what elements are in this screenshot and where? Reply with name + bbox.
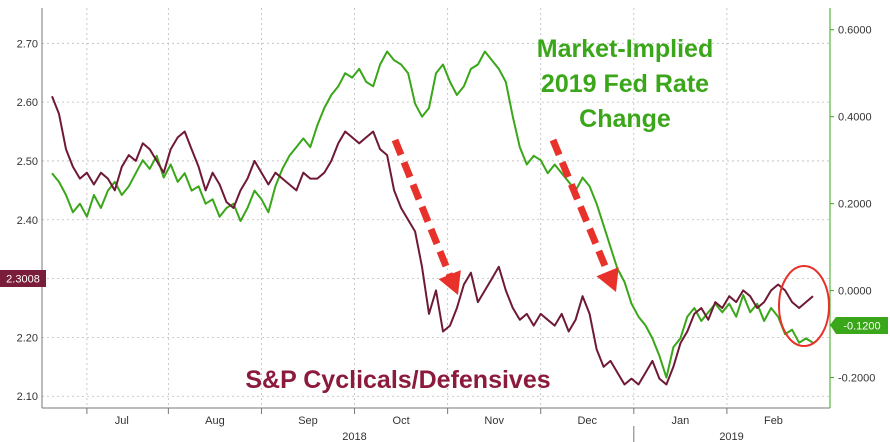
x-axis-tick-label: Feb bbox=[764, 415, 783, 427]
year-label-2018: 2018 bbox=[342, 431, 366, 442]
right-axis-tick-label: -0.2000 bbox=[838, 373, 875, 385]
right-value-text: -0.1200 bbox=[843, 321, 880, 333]
left-axis-tick-label: 2.60 bbox=[17, 97, 38, 109]
trend-arrow-oct-shaft bbox=[391, 138, 456, 283]
x-axis-tick-label: Sep bbox=[298, 415, 318, 427]
highlight-circle bbox=[778, 265, 830, 347]
cyclicals-series-line bbox=[51, 95, 814, 386]
left-axis-tick-label: 2.70 bbox=[17, 38, 38, 50]
green-label-line-1: Market-Implied bbox=[537, 35, 713, 63]
fed-rate-series-line bbox=[51, 50, 814, 379]
series-lines bbox=[51, 50, 814, 386]
trend-arrows bbox=[391, 138, 619, 295]
trend-arrow-oct-head bbox=[438, 270, 461, 295]
right-axis-tick-label: 0.2000 bbox=[838, 199, 872, 211]
green-label-line-2: 2019 Fed Rate bbox=[541, 70, 709, 98]
left-value-text: 2.3008 bbox=[6, 274, 40, 286]
right-axis-tick-label: 0.0000 bbox=[838, 286, 872, 298]
axes: 2.702.602.502.402.302.202.100.60000.4000… bbox=[17, 8, 875, 442]
x-axis-tick-label: Jul bbox=[115, 415, 129, 427]
green-label-line-3: Change bbox=[579, 105, 671, 133]
right-axis-tick-label: 0.6000 bbox=[838, 25, 872, 37]
left-axis-tick-label: 2.20 bbox=[17, 332, 38, 344]
left-axis-tick-label: 2.50 bbox=[17, 156, 38, 168]
x-axis-tick-label: Jan bbox=[671, 415, 689, 427]
x-axis-tick-label: Dec bbox=[577, 415, 597, 427]
trend-arrow-dec-shaft bbox=[549, 138, 614, 280]
x-axis-tick-label: Nov bbox=[484, 415, 504, 427]
left-axis-tick-label: 2.10 bbox=[17, 391, 38, 403]
annotation-labels: Market-Implied 2019 Fed Rate Change S&P … bbox=[245, 35, 713, 394]
maroon-label: S&P Cyclicals/Defensives bbox=[245, 366, 550, 394]
right-axis-tick-label: 0.4000 bbox=[838, 112, 872, 124]
left-axis-tick-label: 2.40 bbox=[17, 215, 38, 227]
x-axis-tick-label: Oct bbox=[393, 415, 410, 427]
left-value-badge bbox=[0, 270, 46, 287]
trend-arrow-dec-head bbox=[596, 267, 619, 292]
last-value-badges: 2.3008 -0.1200 bbox=[0, 270, 888, 334]
grid-lines bbox=[42, 8, 830, 408]
year-label-2019: 2019 bbox=[719, 431, 743, 442]
x-axis-tick-label: Aug bbox=[205, 415, 225, 427]
right-value-badge bbox=[830, 317, 888, 334]
